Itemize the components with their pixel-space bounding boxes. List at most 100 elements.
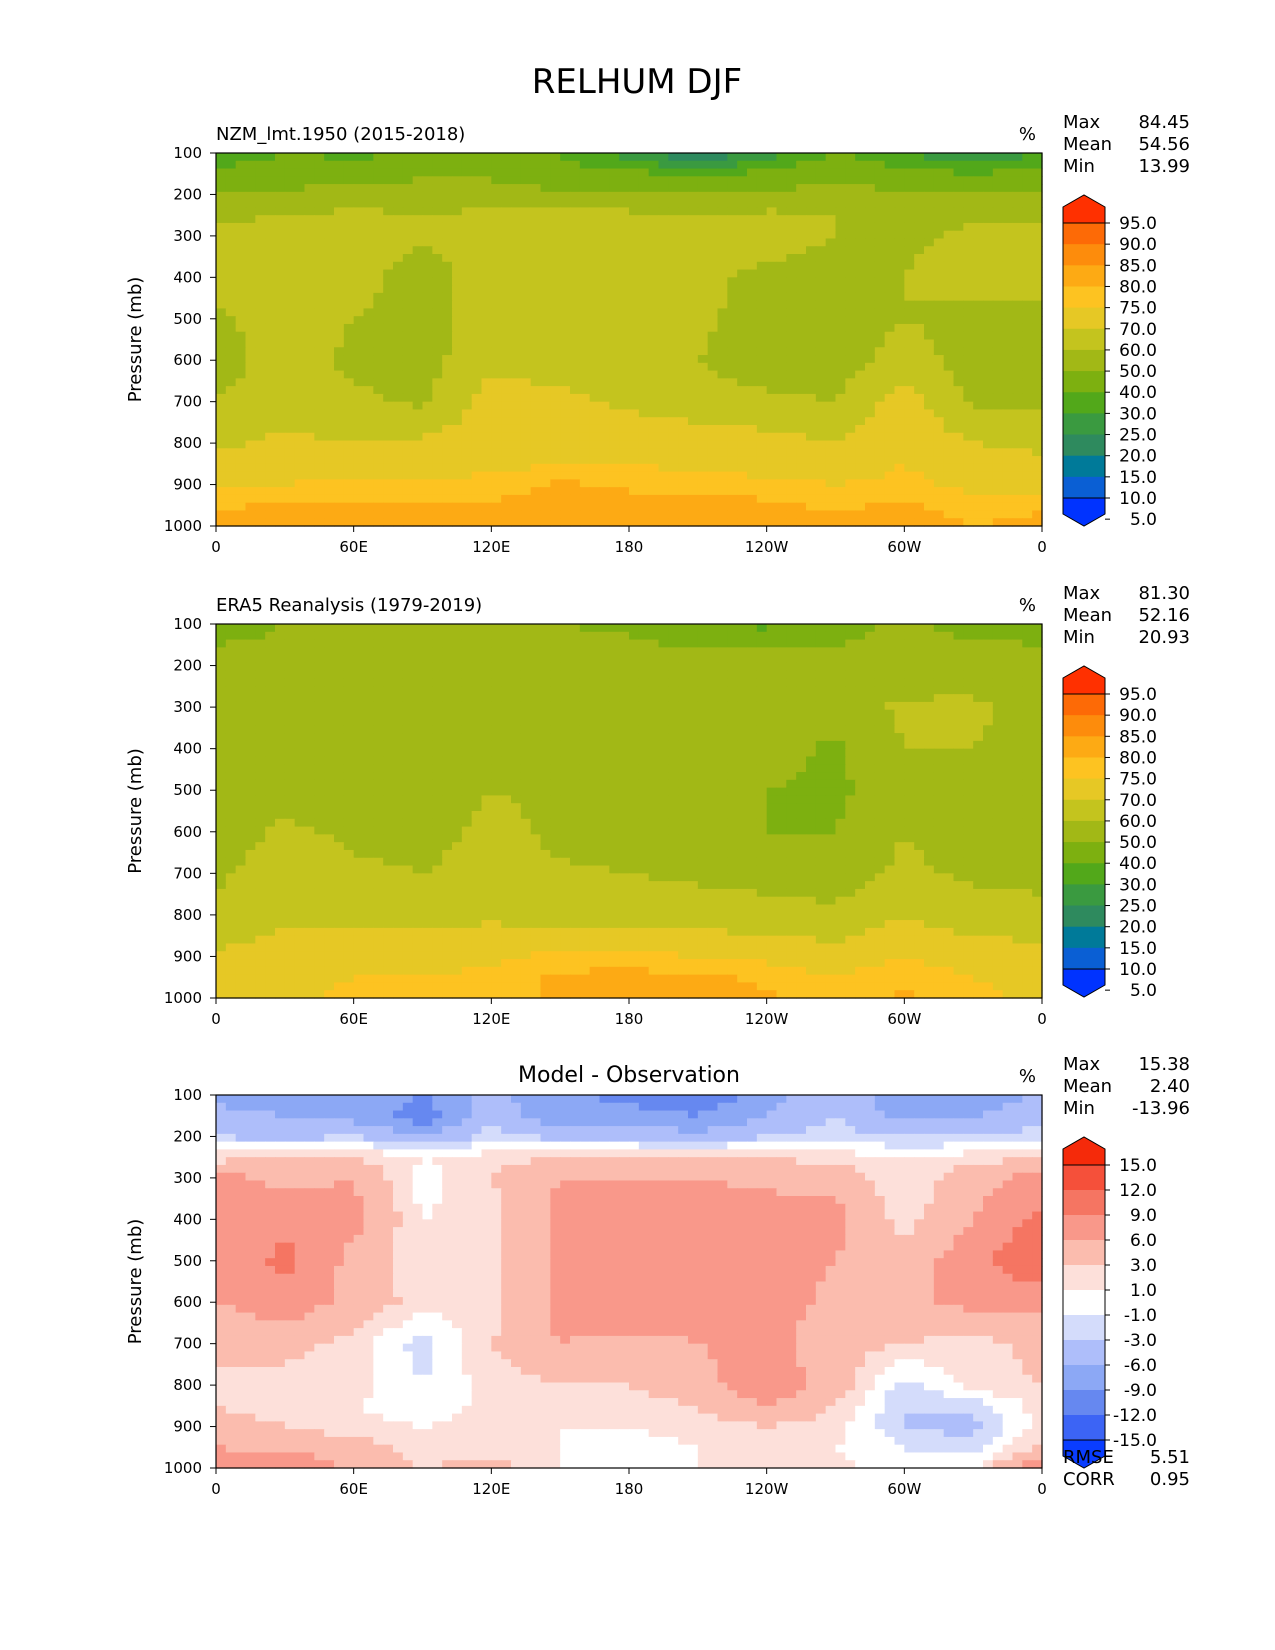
field-cell [550, 432, 561, 442]
field-cell [914, 300, 925, 310]
field-cell [481, 316, 492, 325]
field-cell [412, 631, 424, 641]
field-cell [353, 153, 365, 162]
field-cell [914, 417, 925, 426]
field-cell [314, 292, 325, 302]
field-cell [697, 323, 709, 333]
field-cell [471, 502, 483, 512]
field-cell [560, 448, 571, 457]
field-cell [216, 487, 227, 496]
field-cell [1012, 230, 1023, 240]
field-cell [727, 686, 738, 695]
field-cell [570, 670, 581, 680]
field-cell [924, 424, 935, 434]
field-cell [402, 655, 414, 664]
field-cell [255, 331, 266, 341]
field-cell [511, 199, 522, 208]
field-cell [924, 662, 935, 672]
field-cell [324, 624, 335, 633]
field-cell [481, 494, 492, 504]
field-cell [235, 479, 247, 488]
field-cell [1002, 230, 1014, 240]
field-cell [235, 701, 247, 711]
field-cell [334, 386, 345, 395]
field-cell [786, 471, 797, 480]
field-cell [393, 308, 404, 317]
field-cell [1002, 207, 1014, 216]
field-cell [1002, 639, 1014, 648]
field-cell [619, 292, 630, 302]
field-cell [481, 479, 492, 488]
field-cell [353, 510, 365, 519]
colorbar-label: 25.0 [1119, 426, 1157, 446]
field-cell [894, 191, 905, 201]
field-cell [648, 409, 660, 418]
field-cell [973, 432, 984, 442]
field-cell [717, 386, 728, 395]
field-cell [284, 331, 296, 341]
field-cell [609, 378, 620, 387]
field-cell [491, 370, 502, 379]
field-cell [894, 215, 905, 224]
field-cell [973, 518, 984, 527]
field-cell [776, 339, 787, 348]
field-cell [255, 370, 266, 379]
field-cell [599, 518, 610, 527]
field-cell [294, 432, 306, 442]
field-cell [815, 285, 827, 294]
field-cell [334, 215, 345, 224]
field-cell [1032, 409, 1043, 418]
field-cell [658, 662, 669, 672]
field-cell [1002, 191, 1014, 201]
field-cell [265, 471, 276, 480]
field-cell [884, 222, 896, 232]
field-cell [265, 191, 276, 201]
field-cell [363, 631, 374, 641]
field-cell [255, 378, 266, 387]
field-cell [550, 292, 561, 302]
field-cell [363, 230, 374, 240]
field-cell [924, 432, 935, 442]
field-cell [284, 160, 296, 170]
field-cell [707, 230, 719, 240]
field-cell [265, 160, 276, 170]
field-cell [874, 323, 886, 333]
field-cell [461, 701, 473, 711]
field-cell [678, 401, 689, 411]
field-cell [796, 246, 807, 255]
field-cell [275, 393, 286, 403]
field-cell [343, 331, 355, 341]
field-cell [776, 215, 787, 224]
field-cell [737, 647, 748, 656]
field-cell [570, 386, 581, 395]
field-cell [393, 440, 404, 449]
field-cell [638, 424, 650, 434]
field-cell [343, 386, 355, 395]
field-cell [629, 246, 640, 255]
field-cell [953, 432, 964, 442]
field-cell [924, 323, 935, 333]
field-cell [845, 191, 856, 201]
field-cell [481, 362, 492, 372]
field-cell [393, 207, 404, 216]
field-cell [697, 184, 709, 193]
field-cell [520, 238, 532, 247]
field-cell [1012, 694, 1023, 703]
field-cell [707, 494, 719, 504]
field-cell [1022, 362, 1033, 372]
field-cell [216, 355, 227, 364]
field-cell [648, 624, 660, 633]
field-cell [884, 471, 896, 480]
field-cell [265, 316, 276, 325]
field-cell [609, 494, 620, 504]
field-cell [471, 655, 483, 664]
field-cell [1012, 510, 1023, 519]
field-cell [461, 678, 473, 687]
field-cell [235, 300, 247, 310]
field-cell [1032, 393, 1043, 403]
field-cell [520, 277, 532, 286]
field-cell [265, 670, 276, 680]
field-cell [452, 502, 463, 512]
field-cell [422, 655, 433, 664]
field-cell [678, 448, 689, 457]
